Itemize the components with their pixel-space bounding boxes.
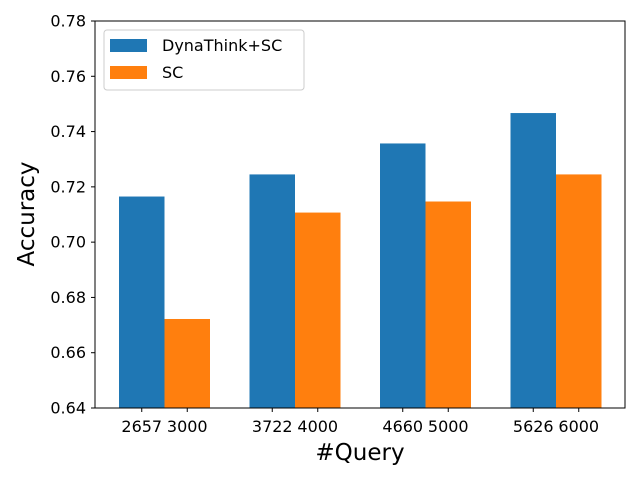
x-axis-label: #Query <box>315 440 404 466</box>
legend-swatch-sc <box>110 66 147 79</box>
y-tick-label: 0.66 <box>50 343 86 362</box>
y-tick-label: 0.64 <box>50 399 86 418</box>
bar-sc-3000 <box>164 318 210 408</box>
y-tick-label: 0.68 <box>50 288 86 307</box>
bar-dynathink-sc-2657 <box>119 196 165 408</box>
bar-dynathink-sc-4660 <box>380 143 426 408</box>
legend-swatch-dynathink-sc <box>110 39 147 52</box>
x-tick-label: 6000 <box>558 417 599 436</box>
y-tick-label: 0.76 <box>50 67 86 86</box>
bar-dynathink-sc-5626 <box>510 113 556 409</box>
y-axis-label: Accuracy <box>14 161 40 266</box>
legend-label-dynathink-sc: DynaThink+SC <box>162 36 282 55</box>
x-tick-label: 5000 <box>428 417 469 436</box>
x-tick-label: 4000 <box>297 417 338 436</box>
x-tick-label: 2657 <box>121 417 162 436</box>
y-axis: 0.64 0.66 0.68 0.70 0.72 0.74 0.76 0.78 <box>50 12 95 418</box>
x-axis: 2657 3722 4660 5626 3000 4000 5000 6000 <box>121 408 599 436</box>
y-tick-label: 0.74 <box>50 122 86 141</box>
x-tick-label: 3000 <box>167 417 208 436</box>
x-tick-label: 5626 <box>513 417 554 436</box>
legend-box <box>103 29 305 91</box>
bar-sc-6000 <box>556 174 602 408</box>
bar-dynathink-sc-3722 <box>249 174 295 408</box>
y-tick-label: 0.78 <box>50 12 86 31</box>
x-tick-label: 4660 <box>382 417 423 436</box>
bars-group <box>119 113 602 409</box>
bar-sc-4000 <box>295 212 341 408</box>
x-tick-label: 3722 <box>252 417 293 436</box>
legend-label-sc: SC <box>162 63 183 82</box>
bar-sc-5000 <box>425 201 471 408</box>
y-tick-label: 0.72 <box>50 177 86 196</box>
legend: DynaThink+SC SC <box>103 29 305 91</box>
y-tick-label: 0.70 <box>50 233 86 252</box>
plot-frame <box>94 20 626 409</box>
